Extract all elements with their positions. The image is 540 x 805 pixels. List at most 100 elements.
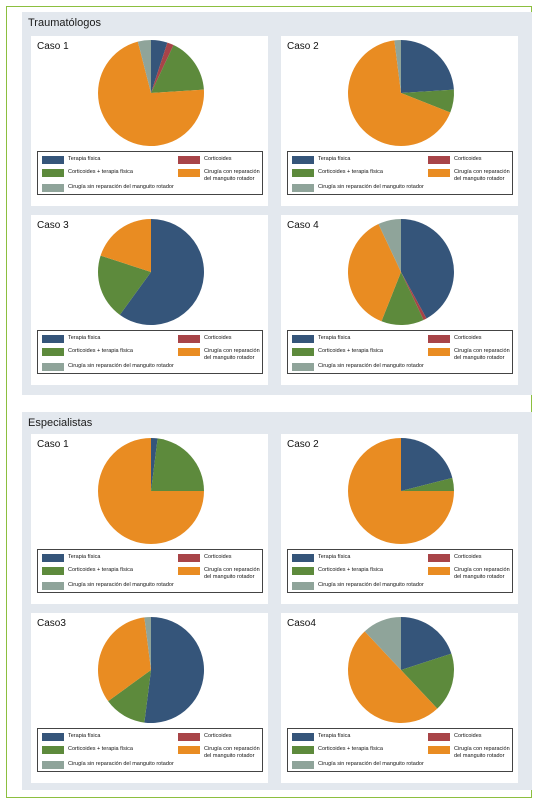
- legend-item: Cirugía sin reparación del manguito rota…: [42, 582, 174, 590]
- chart-panel-2: Caso 2 Terapia física Corticoides Corticoi…: [281, 434, 518, 604]
- pie-chart: [98, 40, 205, 147]
- legend-item: Cirugía con reparación del manguito rota…: [178, 169, 260, 182]
- legend-item: Cirugía con reparación del manguito rota…: [428, 746, 510, 759]
- pie-slice: [348, 40, 451, 147]
- legend-item: Terapia física: [42, 554, 100, 562]
- legend: Terapia física Corticoides Corticoides + t…: [287, 549, 513, 593]
- pie-slice: [151, 438, 204, 491]
- legend-item: Terapia física: [292, 156, 350, 164]
- legend-swatch: [428, 554, 450, 562]
- legend-swatch: [42, 335, 64, 343]
- legend-label: Cirugía con reparación del manguito rota…: [204, 567, 260, 580]
- legend-item: Corticoides: [428, 554, 482, 562]
- pie-slice: [98, 438, 204, 544]
- pie-chart: [348, 438, 454, 544]
- legend: Terapia física Corticoides Corticoides + t…: [37, 728, 263, 772]
- legend-label: Corticoides: [204, 733, 232, 739]
- legend-item: Corticoides: [178, 733, 232, 741]
- legend-item: Cirugía sin reparación del manguito rota…: [292, 582, 424, 590]
- legend-item: Corticoides: [428, 335, 482, 343]
- panel-title: Caso 2: [287, 41, 319, 52]
- legend-swatch: [292, 335, 314, 343]
- legend-swatch: [428, 733, 450, 741]
- legend-swatch: [178, 567, 200, 575]
- chart-panel-4: Caso4 Terapia física Corticoides Corticoid…: [281, 613, 518, 783]
- legend-swatch: [178, 335, 200, 343]
- chart-panel-3: Caso 3 Terapia física Corticoides Corticoi…: [31, 215, 268, 385]
- legend-item: Cirugía sin reparación del manguito rota…: [292, 363, 424, 371]
- legend-swatch: [42, 156, 64, 164]
- legend-item: Cirugía sin reparación del manguito rota…: [42, 761, 174, 769]
- legend-label: Corticoides + terapia física: [68, 746, 133, 752]
- pie-slice: [401, 617, 452, 670]
- legend-item: Corticoides + terapia física: [42, 169, 133, 177]
- legend-swatch: [292, 761, 314, 769]
- legend-swatch: [292, 184, 314, 192]
- panel-title: Caso3: [37, 618, 66, 629]
- legend-swatch: [292, 156, 314, 164]
- legend-label: Corticoides + terapia física: [318, 169, 383, 175]
- legend-swatch: [178, 733, 200, 741]
- legend-item: Corticoides + terapia física: [42, 348, 133, 356]
- legend-swatch: [42, 554, 64, 562]
- legend: Terapia física Corticoides Corticoides + t…: [287, 330, 513, 374]
- pie-chart: [97, 219, 204, 325]
- pie-chart: [98, 617, 205, 723]
- pie-chart: [347, 617, 455, 724]
- panel-title: Caso 4: [287, 220, 319, 231]
- legend: Terapia física Corticoides Corticoides + t…: [37, 151, 263, 195]
- legend-item: Cirugía con reparación del manguito rota…: [178, 746, 260, 759]
- figure-frame: Traumatólogos Caso 1 Terapia física Corti…: [6, 6, 532, 798]
- legend-item: Corticoides + terapia física: [292, 169, 383, 177]
- legend-label: Cirugía sin reparación del manguito rota…: [68, 363, 174, 369]
- legend-item: Corticoides: [178, 335, 232, 343]
- legend-swatch: [428, 567, 450, 575]
- legend-item: Corticoides: [178, 156, 232, 164]
- legend-item: Corticoides: [428, 156, 482, 164]
- pie-slice: [401, 89, 455, 113]
- legend-label: Terapia física: [68, 554, 101, 560]
- legend-item: Cirugía sin reparación del manguito rota…: [42, 363, 174, 371]
- chart-panel-2: Caso 2 Terapia física Corticoides Corticoi…: [281, 36, 518, 206]
- legend-swatch: [428, 169, 450, 177]
- legend-swatch: [42, 761, 64, 769]
- legend-swatch: [428, 156, 450, 164]
- legend-swatch: [42, 746, 64, 754]
- pie-slice: [401, 653, 455, 709]
- legend-label: Corticoides + terapia física: [318, 746, 383, 752]
- panel-title: Caso 3: [37, 220, 69, 231]
- legend-label: Cirugía con reparación del manguito rota…: [454, 746, 510, 759]
- legend-item: Cirugía con reparación del manguito rota…: [428, 169, 510, 182]
- legend-label: Terapia física: [318, 554, 351, 560]
- legend-item: Cirugía con reparación del manguito rota…: [178, 348, 260, 361]
- legend-swatch: [292, 363, 314, 371]
- legend-label: Terapia física: [318, 733, 351, 739]
- pie-chart: [348, 40, 455, 147]
- legend-swatch: [292, 348, 314, 356]
- legend-swatch: [292, 582, 314, 590]
- section-title: Traumatólogos: [28, 17, 101, 29]
- pie-slice: [347, 224, 401, 322]
- legend-label: Terapia física: [318, 156, 351, 162]
- legend-item: Terapia física: [292, 733, 350, 741]
- legend-label: Cirugía sin reparación del manguito rota…: [318, 582, 424, 588]
- pie-slice: [151, 42, 174, 93]
- legend-swatch: [178, 554, 200, 562]
- legend-label: Corticoides: [204, 554, 232, 560]
- legend-label: Corticoides: [454, 554, 482, 560]
- legend-swatch: [42, 733, 64, 741]
- legend-label: Terapia física: [68, 156, 101, 162]
- legend-label: Corticoides: [454, 335, 482, 341]
- section-traumatologos: Traumatólogos Caso 1 Terapia física Corti…: [22, 12, 532, 395]
- pie-slice: [119, 219, 204, 325]
- pie-slice: [97, 255, 151, 315]
- pie-slice: [98, 41, 205, 147]
- legend-swatch: [42, 582, 64, 590]
- panel-title: Caso 1: [37, 439, 69, 450]
- chart-panel-1: Caso 1 Terapia física Corticoides Corticoi…: [31, 434, 268, 604]
- legend-label: Corticoides: [454, 733, 482, 739]
- legend-item: Corticoides + terapia física: [42, 567, 133, 575]
- legend-label: Corticoides + terapia física: [68, 169, 133, 175]
- legend-item: Corticoides + terapia física: [292, 746, 383, 754]
- legend-swatch: [42, 184, 64, 192]
